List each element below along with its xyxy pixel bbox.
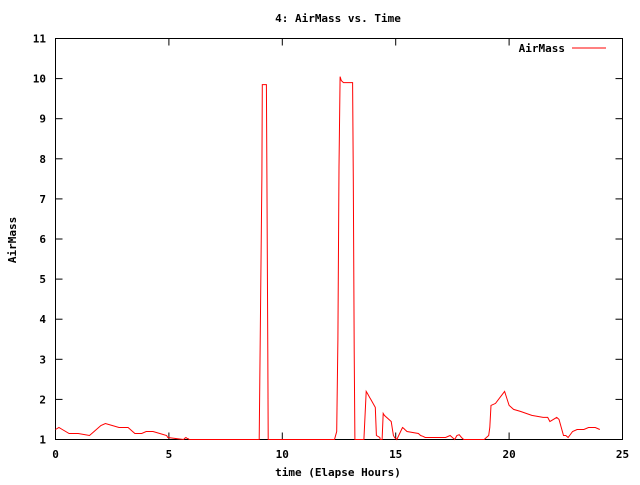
x-tick-label: 0 bbox=[52, 448, 59, 461]
y-tick-label: 5 bbox=[39, 273, 46, 286]
y-tick-label: 4 bbox=[39, 313, 46, 326]
y-tick-label: 11 bbox=[33, 33, 47, 46]
x-axis-label: time (Elapse Hours) bbox=[275, 466, 401, 479]
legend-label: AirMass bbox=[519, 42, 565, 55]
y-tick-label: 1 bbox=[39, 434, 46, 447]
x-tick-label: 25 bbox=[616, 448, 629, 461]
y-tick-label: 3 bbox=[39, 353, 46, 366]
y-tick-label: 9 bbox=[39, 113, 46, 126]
axis-ticks bbox=[55, 38, 623, 440]
y-tick-label: 10 bbox=[33, 73, 46, 86]
y-tick-label: 7 bbox=[39, 193, 46, 206]
x-tick-label: 20 bbox=[502, 448, 515, 461]
x-tick-label: 5 bbox=[166, 448, 173, 461]
y-tick-label: 2 bbox=[39, 393, 46, 406]
axis-tick-labels: 0 5 10 15 20 25 1 2 3 4 5 6 7 8 9 10 11 bbox=[33, 33, 629, 462]
y-axis-label: AirMass bbox=[6, 217, 19, 263]
x-tick-label: 15 bbox=[389, 448, 402, 461]
chart-title: 4: AirMass vs. Time bbox=[275, 12, 401, 25]
y-tick-label: 8 bbox=[39, 153, 46, 166]
series-line-airmass bbox=[55, 76, 601, 441]
x-tick-label: 10 bbox=[276, 448, 289, 461]
y-tick-label: 6 bbox=[39, 233, 46, 246]
